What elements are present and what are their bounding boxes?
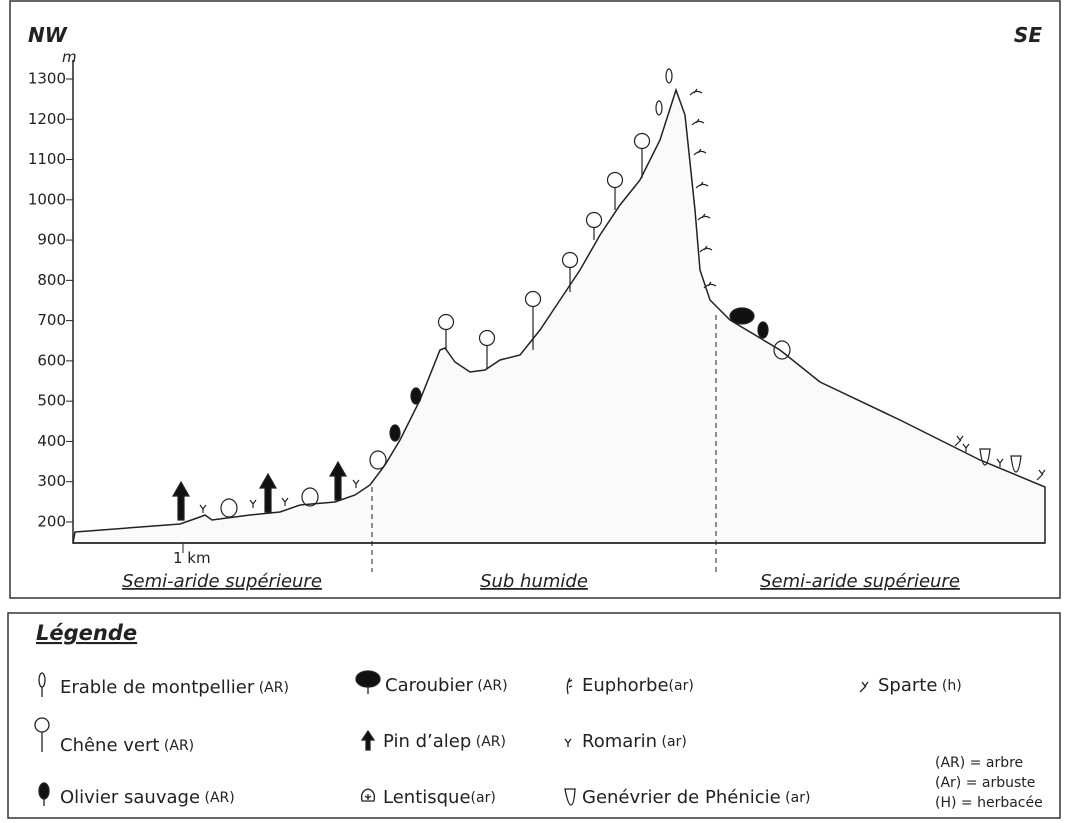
euphorbia xyxy=(690,89,702,95)
lentisk xyxy=(221,499,237,517)
carob xyxy=(730,308,754,324)
zone-label: Semi-aride supérieure xyxy=(122,571,322,592)
maple xyxy=(656,101,662,115)
legend-items: Erable de montpellier (AR) Chêne vert (A… xyxy=(60,675,962,808)
esparto xyxy=(955,436,963,446)
euphorbia xyxy=(704,282,716,288)
oak xyxy=(635,134,650,149)
rosemary xyxy=(200,505,206,513)
juniper xyxy=(1011,456,1021,472)
lentisk xyxy=(302,488,318,506)
rosemary xyxy=(282,498,288,506)
direction-label: SE xyxy=(1014,23,1042,47)
oak xyxy=(526,292,541,307)
oak xyxy=(563,253,578,268)
legend-item: Genévrier de Phénicie (ar) xyxy=(582,787,810,808)
rosemary xyxy=(250,500,256,508)
olive xyxy=(390,425,400,441)
legend-note: (Ar) = arbuste xyxy=(935,775,1035,791)
olive xyxy=(411,388,421,404)
y-tick-label: 900 xyxy=(37,231,66,249)
zone-label: Sub humide xyxy=(480,571,588,592)
legend-item: Sparte (h) xyxy=(878,675,962,696)
legend-title: Légende xyxy=(36,621,137,645)
y-tick-label: 400 xyxy=(37,432,66,450)
elevation-profile xyxy=(73,90,1045,543)
legend-item: Romarin (ar) xyxy=(582,731,687,752)
unit-label: m xyxy=(62,48,77,66)
euphorbia xyxy=(692,119,704,125)
lentisk xyxy=(370,451,386,469)
pine xyxy=(173,482,189,520)
oak xyxy=(439,315,454,330)
y-tick-label: 600 xyxy=(37,351,66,369)
y-tick-label: 500 xyxy=(37,392,66,410)
euphorbia xyxy=(698,214,710,220)
esparto xyxy=(1037,470,1045,480)
y-tick-label: 300 xyxy=(37,472,66,490)
rosemary xyxy=(997,459,1003,467)
rosemary xyxy=(963,444,969,452)
euphorbia xyxy=(696,182,708,188)
diagram: NW SE m 1 km Semi-aride supérieure Sub h… xyxy=(0,0,1065,819)
scale-label: 1 km xyxy=(173,549,211,567)
direction-label: NW xyxy=(28,23,68,47)
legend-item: Euphorbe(ar) xyxy=(582,675,694,696)
maple xyxy=(666,69,672,83)
y-tick-label: 1200 xyxy=(28,110,66,128)
euphorbia xyxy=(694,149,706,155)
legend-note: (AR) = arbre xyxy=(935,755,1023,771)
euphorbia xyxy=(700,246,712,252)
y-tick-label: 800 xyxy=(37,271,66,289)
y-tick-label: 700 xyxy=(37,311,66,329)
y-tick-label: 1000 xyxy=(28,190,66,208)
y-tick-label: 1300 xyxy=(28,70,66,88)
oak xyxy=(480,331,495,346)
pine xyxy=(330,462,346,500)
legend-item: Lentisque(ar) xyxy=(383,787,496,808)
legend-item: Caroubier (AR) xyxy=(385,675,508,696)
legend-item: Pin d’alep (AR) xyxy=(383,731,506,752)
rosemary xyxy=(353,480,359,488)
legend-item: Erable de montpellier (AR) xyxy=(60,677,289,698)
y-tick-label: 1100 xyxy=(28,150,66,168)
oak xyxy=(608,173,623,188)
zone-label: Semi-aride supérieure xyxy=(760,571,960,592)
legend-note: (H) = herbacée xyxy=(935,795,1043,811)
oak xyxy=(587,213,602,228)
pine xyxy=(260,474,276,512)
legend-item: Chêne vert (AR) xyxy=(60,735,194,756)
y-tick-label: 200 xyxy=(37,512,66,530)
olive xyxy=(758,322,768,338)
legend-item: Olivier sauvage (AR) xyxy=(60,787,235,808)
